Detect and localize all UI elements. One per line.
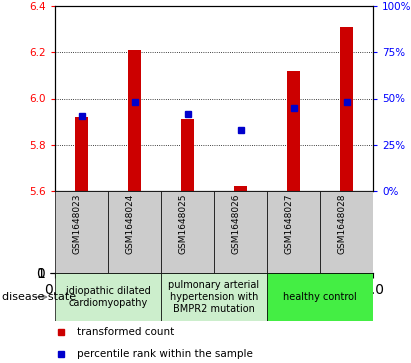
Text: transformed count: transformed count xyxy=(77,327,175,337)
Bar xyxy=(161,273,267,321)
Bar xyxy=(267,191,320,273)
Bar xyxy=(340,27,353,191)
Text: idiopathic dilated
cardiomyopathy: idiopathic dilated cardiomyopathy xyxy=(66,286,150,308)
Bar xyxy=(320,191,373,273)
Text: GSM1648028: GSM1648028 xyxy=(337,193,346,254)
Text: GSM1648026: GSM1648026 xyxy=(231,193,240,254)
Bar xyxy=(287,71,300,191)
Bar xyxy=(128,50,141,191)
Text: GSM1648024: GSM1648024 xyxy=(125,193,134,254)
Bar xyxy=(267,273,373,321)
Text: pulmonary arterial
hypertension with
BMPR2 mutation: pulmonary arterial hypertension with BMP… xyxy=(169,280,260,314)
Bar xyxy=(214,191,267,273)
Text: GSM1648023: GSM1648023 xyxy=(72,193,81,254)
Bar xyxy=(55,273,161,321)
Text: healthy control: healthy control xyxy=(283,292,357,302)
Bar xyxy=(181,119,194,191)
Text: GSM1648025: GSM1648025 xyxy=(178,193,187,254)
Bar xyxy=(55,191,108,273)
Bar xyxy=(161,191,214,273)
Bar xyxy=(234,186,247,191)
Text: GSM1648027: GSM1648027 xyxy=(284,193,293,254)
Bar xyxy=(108,191,161,273)
Bar xyxy=(75,117,88,191)
Text: percentile rank within the sample: percentile rank within the sample xyxy=(77,348,253,359)
Text: disease state: disease state xyxy=(2,292,76,302)
